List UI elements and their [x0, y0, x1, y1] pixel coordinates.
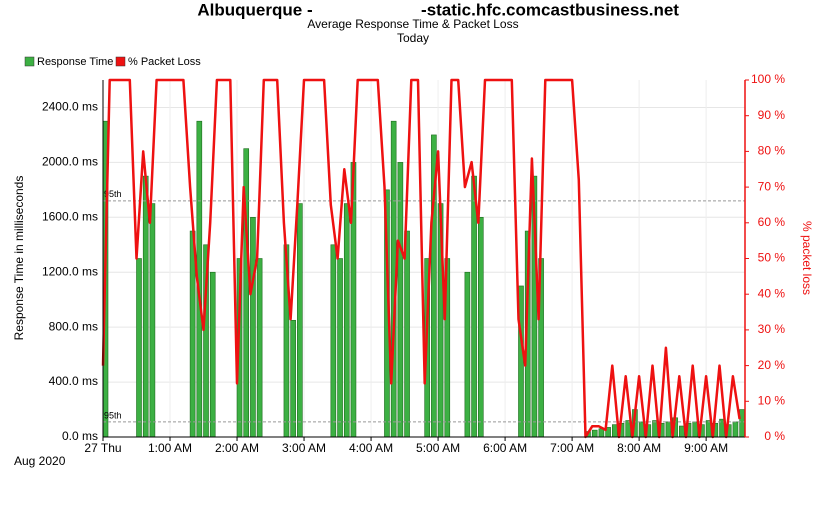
y2-tick-label: 50 % [758, 251, 786, 265]
bar [297, 203, 303, 438]
x-tick-label: 8:00 AM [617, 441, 661, 455]
x-tick-label: 9:00 AM [684, 441, 728, 455]
bar [330, 244, 337, 438]
bar [250, 217, 256, 438]
chart-subtitle: Average Response Time & Packet Loss [307, 17, 518, 31]
y2-tick-label: 90 % [758, 108, 786, 122]
x-tick-label: 7:00 AM [550, 441, 594, 455]
bar [343, 203, 350, 438]
y2-tick-label: 80 % [758, 144, 786, 158]
y2-tick-label: 70 % [758, 179, 786, 193]
bar [612, 424, 618, 438]
bar [591, 429, 598, 438]
y-tick-label: 400.0 ms [49, 374, 98, 388]
reference-label: 95th [104, 189, 122, 199]
bar [665, 421, 672, 438]
bar [136, 258, 142, 438]
bar [290, 319, 296, 438]
y2-axis-label: % packet loss [800, 221, 814, 295]
y-tick-label: 1600.0 ms [42, 209, 98, 223]
bar [149, 203, 156, 438]
y2-tick-label: 40 % [758, 286, 786, 300]
y-tick-label: 2000.0 ms [42, 155, 98, 169]
bar [209, 271, 216, 438]
legend-label: Response Time [37, 56, 113, 68]
bar [471, 175, 477, 438]
chart-period: Today [397, 31, 429, 45]
x-tick-label: 5:00 AM [416, 441, 460, 455]
x-tick-label: 27 Thu [84, 441, 121, 455]
y-tick-label: 2400.0 ms [42, 100, 98, 114]
y-tick-label: 0.0 ms [62, 429, 98, 443]
y-tick-label: 800.0 ms [49, 319, 98, 333]
bar [189, 230, 196, 438]
loss-line [101, 78, 741, 439]
bar [397, 162, 404, 438]
y2-tick-label: 60 % [758, 215, 786, 229]
bar [142, 175, 149, 438]
bar [679, 425, 685, 438]
y-axis-label: Response Time in milliseconds [12, 176, 26, 341]
legend-swatch [24, 56, 35, 67]
bar [732, 421, 739, 438]
x-tick-label: 6:00 AM [483, 441, 527, 455]
legend-label: % Packet Loss [128, 56, 201, 68]
x-caption: Aug 2020 [14, 454, 66, 468]
y2-tick-label: 20 % [758, 358, 786, 372]
bar [337, 258, 343, 438]
x-tick-label: 4:00 AM [349, 441, 393, 455]
x-tick-label: 3:00 AM [282, 441, 326, 455]
y-tick-label: 1200.0 ms [42, 264, 98, 278]
y2-tick-label: 0 % [764, 429, 785, 443]
bar [404, 230, 410, 438]
y2-tick-label: 10 % [758, 393, 786, 407]
chart-title: -static.hfc.comcastbusiness.net [421, 0, 679, 19]
chart-title: Albuquerque - [197, 0, 312, 19]
bar [256, 258, 263, 438]
bar [739, 409, 745, 438]
x-tick-label: 1:00 AM [148, 441, 192, 455]
bar [477, 217, 484, 438]
bar [464, 271, 471, 438]
legend-swatch [115, 56, 126, 67]
y2-tick-label: 30 % [758, 322, 786, 336]
x-tick-label: 2:00 AM [215, 441, 259, 455]
reference-label: 95th [104, 410, 122, 420]
y2-tick-label: 100 % [751, 72, 785, 86]
